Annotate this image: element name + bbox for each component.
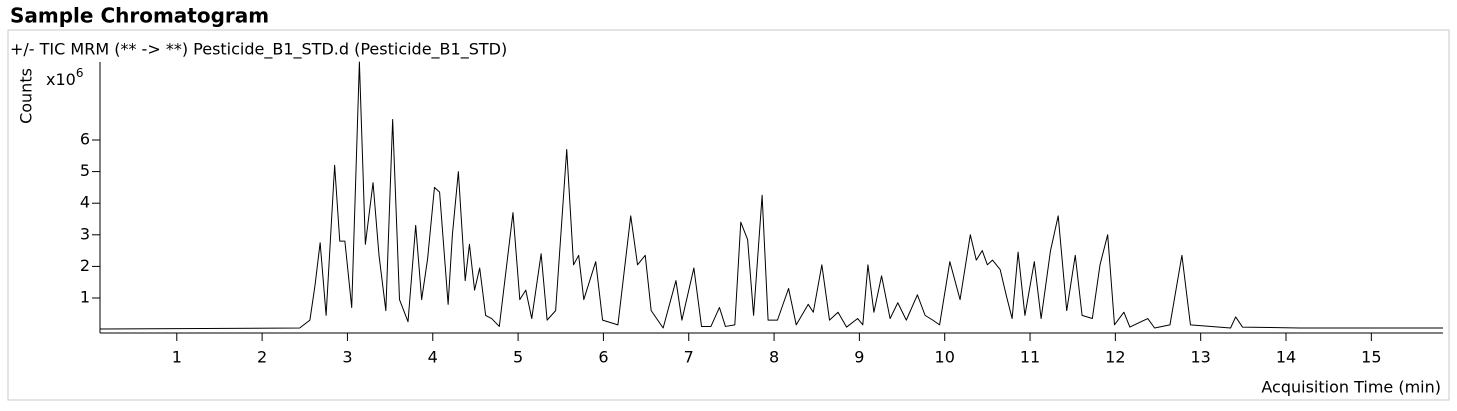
y-scale-label: x106 [46, 66, 83, 89]
y-tick-label: 1 [80, 288, 90, 307]
y-tick-label: 4 [80, 193, 90, 212]
y-scale-exponent: 6 [76, 66, 84, 80]
x-tick-label: 9 [854, 348, 864, 367]
x-tick-label: 13 [1191, 348, 1211, 367]
x-tick-label: 15 [1361, 348, 1381, 367]
y-scale-base: x10 [46, 70, 76, 89]
x-tick-label: 4 [428, 348, 438, 367]
x-tick-label: 14 [1276, 348, 1296, 367]
chart-frame [7, 29, 1450, 401]
x-tick-label: 8 [769, 348, 779, 367]
x-tick-label: 1 [172, 348, 182, 367]
x-axis-label: Acquisition Time (min) [1261, 378, 1441, 397]
x-tick-label: 6 [598, 348, 608, 367]
x-tick-label: 12 [1105, 348, 1125, 367]
x-tick-label: 7 [684, 348, 694, 367]
x-tick-label: 5 [513, 348, 523, 367]
y-tick-label: 3 [80, 224, 90, 243]
chart-title: Sample Chromatogram [10, 4, 269, 28]
y-tick-label: 5 [80, 161, 90, 180]
x-tick-label: 11 [1020, 348, 1040, 367]
x-tick-label: 2 [257, 348, 267, 367]
y-tick-label: 2 [80, 256, 90, 275]
y-axis-label: Counts [17, 68, 36, 124]
y-tick-label: 6 [80, 130, 90, 149]
x-tick-label: 10 [935, 348, 955, 367]
chart-subtitle: +/- TIC MRM (** -> **) Pesticide_B1_STD.… [10, 40, 507, 60]
x-tick-label: 3 [342, 348, 352, 367]
chromatogram-trace [99, 61, 1443, 330]
